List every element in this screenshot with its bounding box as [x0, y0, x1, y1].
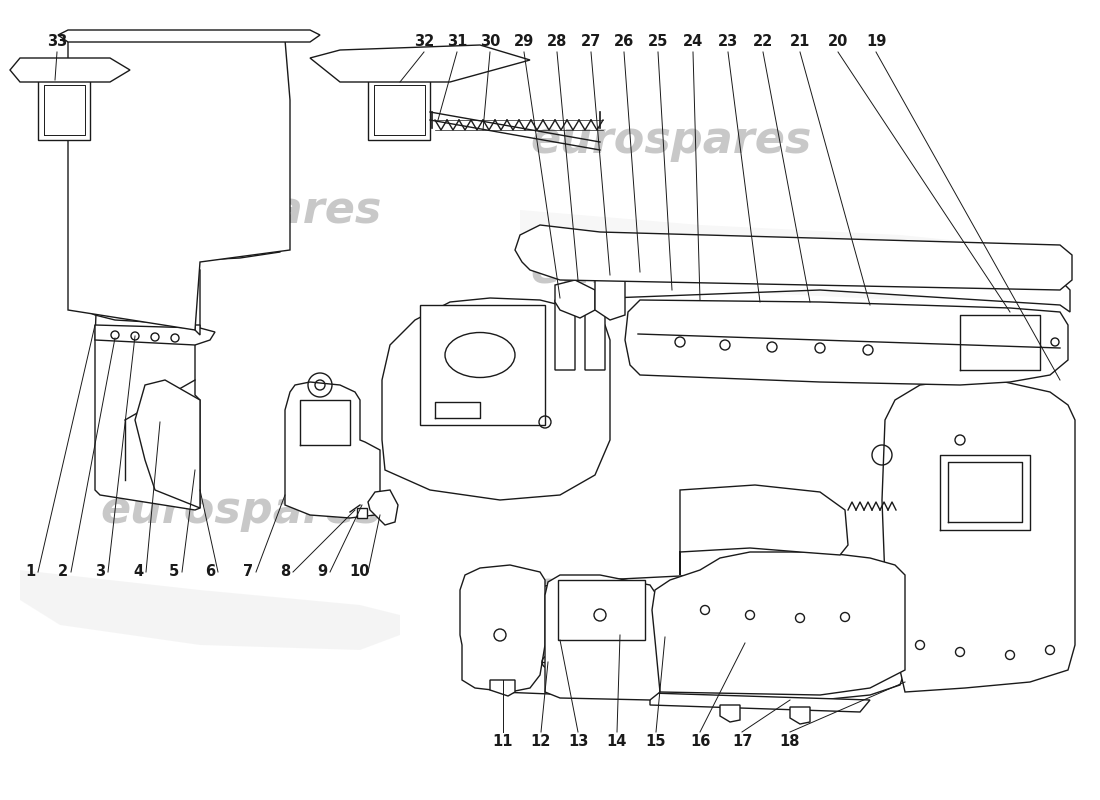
Text: 12: 12: [531, 734, 551, 750]
Text: eurospares: eurospares: [530, 249, 812, 291]
Polygon shape: [544, 575, 666, 700]
Polygon shape: [558, 580, 645, 640]
Text: 20: 20: [828, 34, 848, 50]
Polygon shape: [515, 225, 1072, 290]
Polygon shape: [882, 380, 1075, 692]
Polygon shape: [368, 80, 430, 140]
Polygon shape: [595, 272, 625, 320]
Polygon shape: [135, 380, 200, 508]
Polygon shape: [650, 693, 870, 712]
Text: eurospares: eurospares: [530, 118, 812, 162]
Polygon shape: [520, 210, 1000, 300]
Text: 11: 11: [493, 734, 514, 750]
Polygon shape: [358, 508, 367, 518]
Text: 32: 32: [414, 34, 435, 50]
Text: 8: 8: [279, 565, 290, 579]
Polygon shape: [595, 270, 1070, 312]
Polygon shape: [490, 680, 515, 696]
Text: 3: 3: [95, 565, 106, 579]
Text: 13: 13: [568, 734, 588, 750]
Text: 29: 29: [514, 34, 535, 50]
Text: 31: 31: [447, 34, 468, 50]
Text: 14: 14: [607, 734, 627, 750]
Polygon shape: [95, 255, 200, 510]
Polygon shape: [490, 575, 905, 702]
Text: 15: 15: [646, 734, 667, 750]
Text: 23: 23: [718, 34, 738, 50]
Polygon shape: [285, 382, 380, 518]
Polygon shape: [556, 300, 575, 370]
Text: 33: 33: [47, 34, 67, 50]
Polygon shape: [382, 298, 610, 500]
Polygon shape: [585, 300, 605, 370]
Text: 27: 27: [581, 34, 601, 50]
Text: 9: 9: [317, 565, 327, 579]
Text: 21: 21: [790, 34, 811, 50]
Text: 30: 30: [480, 34, 501, 50]
Text: 28: 28: [547, 34, 568, 50]
Polygon shape: [68, 40, 290, 330]
Text: 7: 7: [243, 565, 253, 579]
Text: 10: 10: [350, 565, 371, 579]
Polygon shape: [460, 565, 544, 692]
Polygon shape: [39, 80, 90, 140]
Polygon shape: [58, 30, 320, 42]
Text: eurospares: eurospares: [100, 189, 382, 231]
Polygon shape: [310, 45, 530, 82]
Polygon shape: [556, 280, 595, 318]
Text: 2: 2: [58, 565, 68, 579]
Text: 26: 26: [614, 34, 634, 50]
Text: 19: 19: [866, 34, 887, 50]
Polygon shape: [95, 325, 214, 345]
Text: 22: 22: [752, 34, 773, 50]
Polygon shape: [625, 300, 1068, 385]
Polygon shape: [420, 305, 544, 425]
Polygon shape: [368, 490, 398, 525]
Polygon shape: [720, 705, 740, 722]
Polygon shape: [680, 485, 848, 575]
Text: 25: 25: [648, 34, 668, 50]
Polygon shape: [20, 570, 400, 650]
Text: 5: 5: [169, 565, 179, 579]
Polygon shape: [790, 707, 810, 724]
Text: 18: 18: [780, 734, 801, 750]
Text: eurospares: eurospares: [100, 489, 382, 531]
Ellipse shape: [446, 333, 515, 378]
Text: 17: 17: [732, 734, 752, 750]
Text: 1: 1: [25, 565, 35, 579]
Text: eurospares: eurospares: [530, 569, 812, 611]
Polygon shape: [10, 58, 130, 82]
Text: 24: 24: [683, 34, 703, 50]
Text: 16: 16: [690, 734, 711, 750]
Text: 6: 6: [205, 565, 216, 579]
Polygon shape: [652, 552, 905, 695]
Polygon shape: [70, 45, 285, 335]
Text: 4: 4: [133, 565, 143, 579]
